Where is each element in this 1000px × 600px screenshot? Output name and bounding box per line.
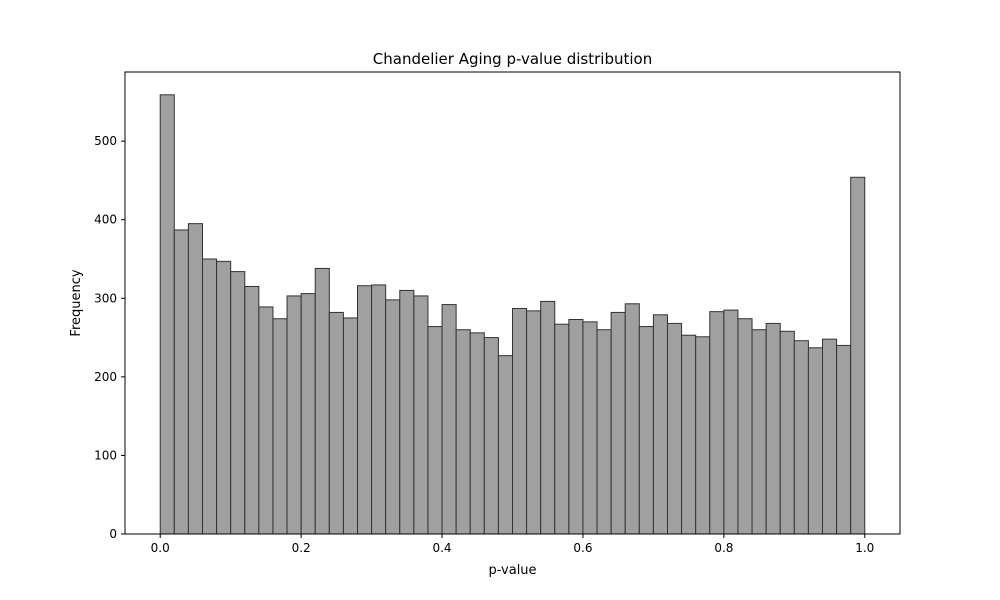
histogram-bar — [300, 293, 316, 535]
x-tick-label: 0.8 — [714, 541, 733, 555]
plot-frame — [124, 71, 901, 535]
histogram-bar — [244, 286, 260, 535]
histogram-bar — [399, 289, 415, 535]
histogram-bar — [483, 337, 499, 535]
histogram-bar — [413, 295, 429, 535]
histogram-bar — [709, 311, 725, 535]
x-tick-label: 0.4 — [432, 541, 451, 555]
histogram-bar — [441, 304, 457, 535]
histogram-bar — [807, 347, 824, 535]
histogram-bar — [737, 318, 753, 535]
histogram-bar — [695, 336, 711, 535]
y-tick-label: 300 — [94, 291, 117, 305]
y-tick-label: 400 — [94, 213, 117, 227]
histogram-bar — [540, 300, 556, 535]
histogram-bar — [202, 258, 218, 535]
histogram-bar — [836, 344, 852, 535]
x-tick-label: 0.6 — [573, 541, 592, 555]
histogram-bar — [681, 334, 697, 535]
histogram-bar — [723, 309, 739, 535]
histogram-bar — [568, 319, 584, 535]
histogram-bar — [497, 355, 513, 535]
x-tick-label: 0.0 — [151, 541, 170, 555]
y-tick-label: 100 — [94, 448, 117, 462]
histogram-bar — [159, 94, 175, 535]
histogram-bar — [765, 322, 781, 535]
histogram-bar — [230, 271, 246, 535]
histogram-bar — [342, 317, 358, 535]
histogram-bar — [596, 329, 612, 535]
histogram-bar — [751, 329, 767, 535]
histogram-bar — [638, 326, 654, 535]
histogram-bar — [328, 311, 344, 535]
y-tick-label: 0 — [109, 527, 117, 541]
histogram-bar — [272, 318, 288, 535]
histogram-bar — [216, 260, 232, 535]
histogram-bar — [357, 285, 373, 535]
histogram-bar — [793, 340, 809, 535]
y-axis-ticks: 0 100 200 300 400 500 — [94, 134, 125, 541]
histogram-bar — [667, 322, 683, 535]
x-axis-ticks: 0.0 0.2 0.4 0.6 0.8 1.0 — [151, 534, 874, 555]
histogram-bar — [469, 332, 485, 535]
histogram-bar — [187, 223, 203, 535]
chart-title: Chandelier Aging p-value distribution — [373, 50, 652, 68]
histogram-bar — [652, 314, 669, 535]
y-tick-label: 500 — [94, 134, 117, 148]
histogram-bar — [427, 326, 443, 535]
histogram-bar — [779, 330, 795, 535]
histogram-bar — [173, 229, 189, 535]
histogram-bar — [371, 284, 387, 535]
histogram-bar — [850, 176, 866, 535]
histogram-bar — [610, 311, 626, 535]
y-axis-label: Frequency — [69, 269, 84, 336]
histogram-bar — [582, 321, 598, 535]
bars-group — [159, 94, 866, 535]
histogram-bar — [314, 267, 330, 535]
x-tick-label: 0.2 — [292, 541, 311, 555]
histogram-bar — [286, 295, 302, 535]
histogram-bar — [624, 303, 640, 535]
histogram-bar — [258, 306, 274, 535]
histogram-bar — [385, 299, 401, 535]
histogram-bar — [455, 329, 471, 535]
histogram-bar — [554, 323, 570, 535]
histogram-bar — [512, 308, 528, 535]
x-tick-label: 1.0 — [855, 541, 874, 555]
x-axis-label: p-value — [488, 563, 536, 578]
histogram-bar — [822, 338, 838, 535]
histogram-bar — [526, 310, 542, 535]
y-tick-label: 200 — [94, 370, 117, 384]
